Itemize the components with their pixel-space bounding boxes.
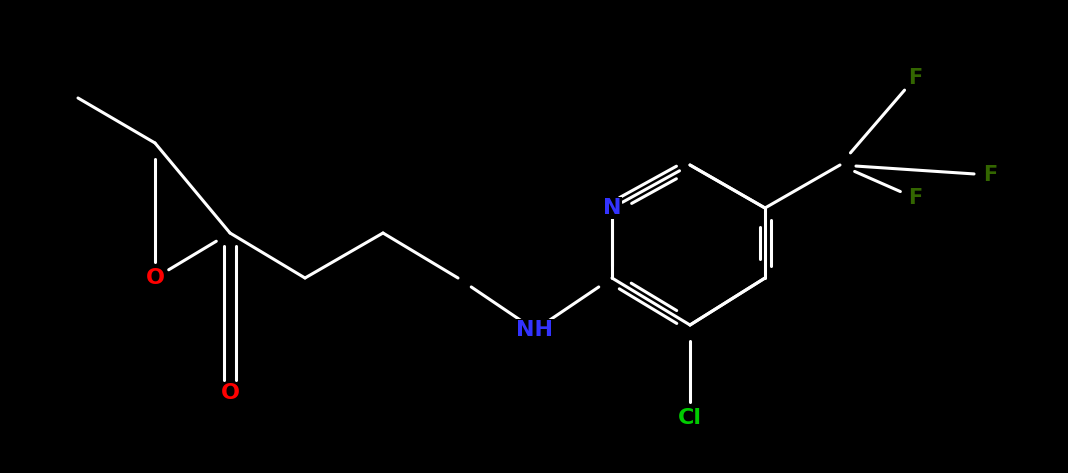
Text: F: F: [908, 188, 922, 208]
Text: Cl: Cl: [678, 408, 702, 428]
Text: F: F: [908, 68, 922, 88]
Text: O: O: [145, 268, 164, 288]
Text: NH: NH: [517, 320, 553, 340]
Text: F: F: [983, 165, 998, 185]
Text: O: O: [220, 383, 239, 403]
Text: N: N: [602, 198, 622, 218]
